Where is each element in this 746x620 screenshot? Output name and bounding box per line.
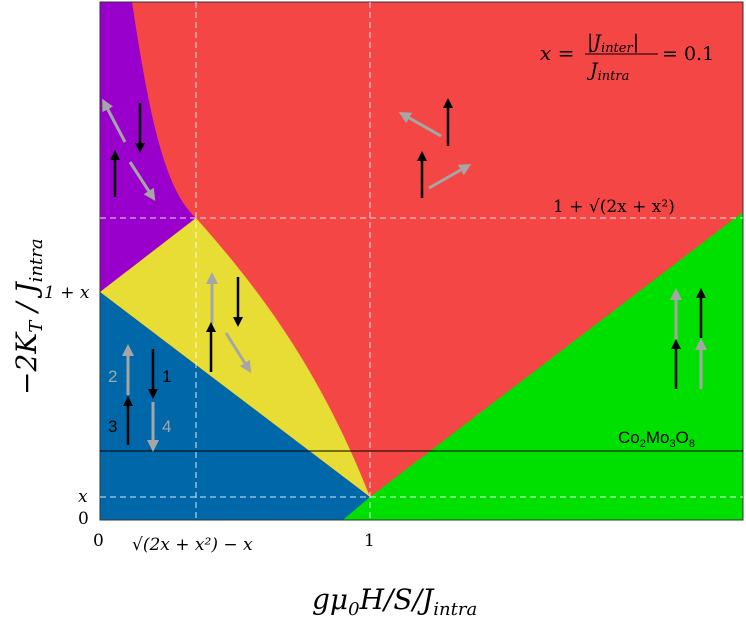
svg-text:x =: x = xyxy=(540,41,574,65)
purple-phase-region xyxy=(100,2,196,292)
x-tick-sqrt: √(2x + x²) − x xyxy=(132,535,253,555)
material-label: Co2Mo3O8 xyxy=(618,428,695,450)
green-spins xyxy=(670,288,707,389)
yellow-phase-region xyxy=(100,218,370,497)
spin-label-2: 2 xyxy=(108,367,117,386)
x-tick-zero: 0 xyxy=(93,531,104,551)
spin-label-1: 1 xyxy=(162,367,171,386)
upper-boundary-label: 1 + √(2x + x²) xyxy=(553,197,675,217)
svg-text:Jintra: Jintra xyxy=(586,59,629,84)
x-tick-one: 1 xyxy=(364,531,375,551)
spin-label-4: 4 xyxy=(162,417,171,436)
svg-text:|Jinter|: |Jinter| xyxy=(587,31,639,56)
svg-text:= 0.1: = 0.1 xyxy=(662,43,714,65)
green-phase-region xyxy=(343,212,743,520)
y-tick-one-plus-x: 1 + x xyxy=(44,283,90,303)
purple-spins xyxy=(102,98,156,202)
y-tick-x: x xyxy=(78,487,88,507)
yellow-spins xyxy=(206,272,252,374)
guide-lines xyxy=(100,2,743,520)
y-axis-label: −2KT / Jintra xyxy=(10,238,47,395)
x-axis-label: gμ0H/S/Jintra xyxy=(312,583,477,620)
plot-frame xyxy=(99,1,744,521)
blue-spins: 2 1 3 4 xyxy=(108,344,171,452)
spin-label-3: 3 xyxy=(108,417,117,436)
red-spins xyxy=(398,98,472,198)
y-tick-zero: 0 xyxy=(78,509,89,529)
blue-phase-region xyxy=(100,292,370,520)
formula-annotation: x = |Jinter| Jintra = 0.1 xyxy=(540,31,714,84)
